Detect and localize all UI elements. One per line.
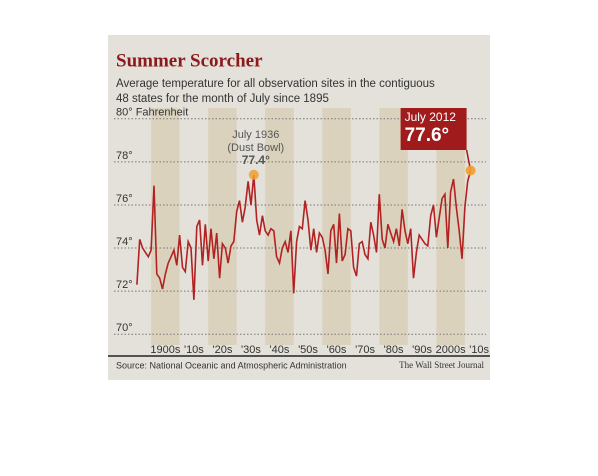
x-tick-label: '10s <box>184 344 204 356</box>
x-tick-label: '60s <box>327 344 347 356</box>
x-tick-label: '50s <box>298 344 318 356</box>
y-tick-label: 74° <box>116 236 133 248</box>
y-tick-label: 76° <box>116 193 133 205</box>
chart-title: Summer Scorcher <box>116 50 263 71</box>
annotation: (Dust Bowl) <box>227 142 284 154</box>
temperature-line <box>136 170 472 300</box>
x-tick-label: '70s <box>355 344 375 356</box>
source: Source: National Oceanic and Atmospheric… <box>116 360 347 370</box>
x-tick-label: '90s <box>412 344 432 356</box>
x-tick-label: '80s <box>384 344 404 356</box>
highlight-dot <box>465 165 476 176</box>
y-tick-label: 78° <box>116 150 133 162</box>
x-tick-label: '20s <box>213 344 233 356</box>
x-tick-label: 2000s <box>436 344 466 356</box>
decade-band <box>265 108 294 345</box>
highlight-dot <box>248 169 259 180</box>
credit: The Wall Street Journal <box>399 360 484 370</box>
subtitle: 48 states for the month of July since 18… <box>116 93 329 105</box>
callout-box <box>400 108 467 150</box>
y-tick-label: 80° Fahrenheit <box>116 107 188 119</box>
x-tick-label: '40s <box>270 344 290 356</box>
subtitle: Average temperature for all observation … <box>116 78 435 90</box>
annotation: July 2012 <box>405 110 457 124</box>
x-tick-label: '30s <box>241 344 261 356</box>
x-tick-label: 1900s <box>150 344 180 356</box>
annotation: 77.6° <box>405 125 450 146</box>
decade-band <box>208 108 237 345</box>
x-tick-label: '10s <box>469 344 489 356</box>
annotation: July 1936 <box>232 129 279 141</box>
y-tick-label: 72° <box>116 279 133 291</box>
annotation: 77.4° <box>242 153 270 167</box>
decade-band <box>322 108 351 345</box>
y-tick-label: 70° <box>116 322 133 334</box>
